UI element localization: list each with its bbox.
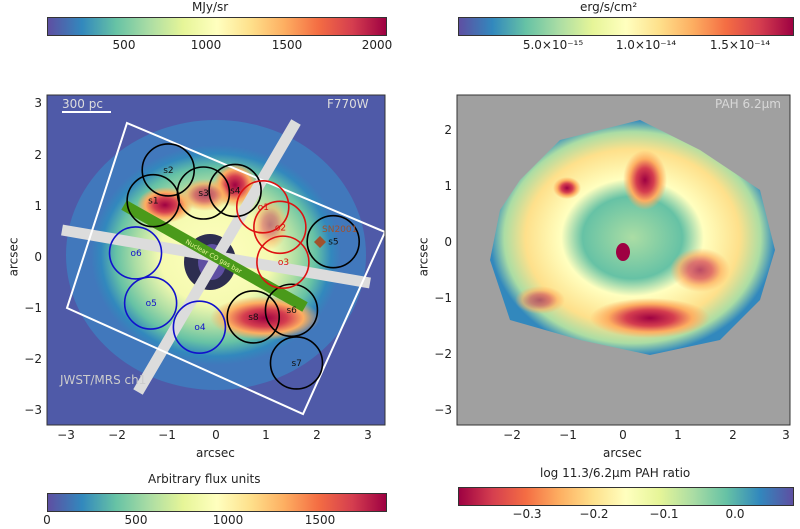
aperture-label: s1 xyxy=(148,197,158,207)
right-xlabel: arcsec xyxy=(603,446,642,460)
feature-label: PAH 6.2μm xyxy=(715,97,781,111)
left-xtick: −3 xyxy=(57,428,75,442)
right-bottom-cbar-label: log 11.3/6.2μm PAH ratio xyxy=(540,466,691,480)
aperture-label: o4 xyxy=(194,323,206,333)
aperture-s3 xyxy=(176,166,231,220)
left-ytick: −1 xyxy=(24,301,42,315)
right-top-cbar-tick: 1.0×10⁻¹⁴ xyxy=(615,38,677,52)
left-xtick: −1 xyxy=(158,428,176,442)
right-xtick: 2 xyxy=(729,428,737,442)
right-xtick: −2 xyxy=(503,428,521,442)
aperture-label: s6 xyxy=(286,306,297,316)
right-xtick: 3 xyxy=(782,428,790,442)
left-xtick: 0 xyxy=(212,428,220,442)
left-ytick: −3 xyxy=(24,403,42,417)
left-xtick: 2 xyxy=(313,428,321,442)
left-ytick: 1 xyxy=(34,199,42,213)
aperture-s6 xyxy=(264,283,319,338)
filter-label: F770W xyxy=(327,97,369,111)
left-bottom-cbar-tick: 0 xyxy=(43,513,51,527)
right-bottom-cbar-tick: −0.1 xyxy=(649,507,679,521)
right-ytick: 1 xyxy=(444,179,452,193)
right-ytick: 0 xyxy=(444,235,452,249)
right-ytick: 2 xyxy=(444,123,452,137)
right-xtick: 0 xyxy=(619,428,627,442)
left-top-cbar-label: MJy/sr xyxy=(192,0,229,14)
left-bottom-colorbar xyxy=(47,493,387,512)
aperture-s5 xyxy=(306,214,360,269)
right-ytick: −3 xyxy=(434,403,452,417)
supernova-label: SN2001 xyxy=(322,225,357,235)
aperture-s2 xyxy=(141,143,196,197)
left-top-cbar-tick: 1000 xyxy=(190,38,222,52)
right-bottom-cbar-tick: −0.3 xyxy=(512,507,542,521)
aperture-s4 xyxy=(208,163,262,218)
right-top-cbar-tick: 1.5×10⁻¹⁴ xyxy=(709,38,771,52)
left-xtick: 3 xyxy=(364,428,372,442)
right-bottom-cbar-tick: −0.2 xyxy=(579,507,609,521)
instrument-label: JWST/MRS ch1 xyxy=(59,373,146,387)
aperture-s7 xyxy=(269,336,324,390)
right-ytick: −2 xyxy=(434,347,452,361)
left-top-cbar-tick: 1500 xyxy=(271,38,303,52)
aperture-label: o6 xyxy=(131,249,143,259)
right-top-cbar-tick: 5.0×10⁻¹⁵ xyxy=(522,38,584,52)
left-ytick: 0 xyxy=(34,250,42,264)
aperture-s8 xyxy=(226,290,281,344)
right-xtick: −1 xyxy=(559,428,577,442)
left-ytick: 3 xyxy=(34,96,42,110)
right-ylabel: arcsec xyxy=(416,237,431,277)
aperture-label: o2 xyxy=(275,223,286,233)
left-bottom-cbar-tick: 1000 xyxy=(212,513,244,527)
right-top-cbar-label: erg/s/cm² xyxy=(580,0,638,14)
aperture-label: s3 xyxy=(198,189,208,199)
right-bottom-colorbar xyxy=(458,487,794,506)
aperture-label: o3 xyxy=(278,258,289,268)
supernova-marker-icon xyxy=(314,236,326,248)
left-top-colorbar xyxy=(47,17,387,36)
right-bottom-cbar-tick: 0.0 xyxy=(725,507,745,521)
left-top-cbar-tick: 500 xyxy=(112,38,136,52)
aperture-o5 xyxy=(123,276,178,330)
left-bottom-cbar-label: Arbitrary flux units xyxy=(148,472,261,486)
aperture-label: s4 xyxy=(230,186,241,196)
left-bottom-cbar-tick: 500 xyxy=(124,513,148,527)
left-xlabel: arcsec xyxy=(196,446,235,460)
right-top-colorbar xyxy=(458,17,794,36)
aperture-o6 xyxy=(108,226,163,280)
right-xtick: 1 xyxy=(674,428,682,442)
left-top-cbar-tick: 2000 xyxy=(361,38,393,52)
right-ytick: −1 xyxy=(434,291,452,305)
aperture-label: s8 xyxy=(248,313,259,323)
aperture-label: s5 xyxy=(328,238,338,248)
left-ytick: 2 xyxy=(34,148,42,162)
left-ytick: −2 xyxy=(24,352,42,366)
aperture-o1 xyxy=(235,180,290,234)
scalebar-label: 300 pc xyxy=(62,97,103,111)
right-map: PAH 6.2μm xyxy=(457,95,790,425)
aperture-o3 xyxy=(256,235,310,289)
aperture-label: s7 xyxy=(291,359,301,369)
left-bottom-cbar-tick: 1500 xyxy=(304,513,336,527)
aperture-label: s2 xyxy=(163,166,173,176)
aperture-label: o5 xyxy=(146,299,157,309)
left-xtick: −2 xyxy=(108,428,126,442)
aperture-o4 xyxy=(172,300,227,354)
left-ylabel: arcsec xyxy=(6,237,21,277)
left-xtick: 1 xyxy=(262,428,270,442)
aperture-o2 xyxy=(253,200,307,255)
